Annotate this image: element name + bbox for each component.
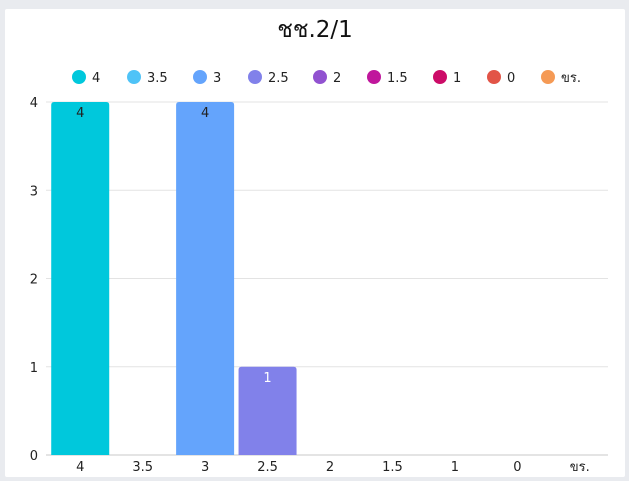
x-tick-label: 4: [76, 460, 84, 475]
legend-label: 4: [92, 71, 100, 86]
data-label: 4: [201, 106, 209, 121]
data-label: 1: [263, 371, 271, 386]
x-tick-label: 3.5: [132, 460, 153, 475]
legend-label: ขร.: [561, 71, 581, 86]
bar: [176, 102, 235, 455]
legend-marker: [367, 70, 381, 84]
legend-marker: [193, 70, 207, 84]
legend-label: 0: [507, 71, 515, 86]
legend-marker: [248, 70, 262, 84]
legend-marker: [313, 70, 327, 84]
x-tick-label: 2: [326, 460, 334, 475]
y-tick-label: 0: [30, 449, 38, 464]
legend-marker: [433, 70, 447, 84]
bar: [51, 102, 110, 455]
legend-label: 3: [213, 71, 221, 86]
x-tick-label: 2.5: [257, 460, 278, 475]
x-tick-label: 3: [201, 460, 209, 475]
data-label: 4: [76, 106, 84, 121]
legend-label: 2: [333, 71, 341, 86]
y-tick-label: 1: [30, 361, 38, 376]
y-tick-label: 2: [30, 273, 38, 288]
x-tick-label: ขร.: [570, 460, 590, 475]
x-tick-label: 1: [451, 460, 459, 475]
legend-marker: [127, 70, 141, 84]
y-tick-label: 3: [30, 184, 38, 199]
legend-label: 1.5: [387, 71, 408, 86]
legend-marker: [541, 70, 555, 84]
x-tick-label: 1.5: [382, 460, 403, 475]
legend-marker: [487, 70, 501, 84]
y-tick-label: 4: [30, 96, 38, 111]
chart-title: ชช.2/1: [277, 17, 353, 43]
legend-marker: [72, 70, 86, 84]
legend-label: 2.5: [268, 71, 289, 86]
legend-label: 3.5: [147, 71, 168, 86]
x-tick-label: 0: [513, 460, 521, 475]
legend-label: 1: [453, 71, 461, 86]
bar: [238, 366, 297, 455]
